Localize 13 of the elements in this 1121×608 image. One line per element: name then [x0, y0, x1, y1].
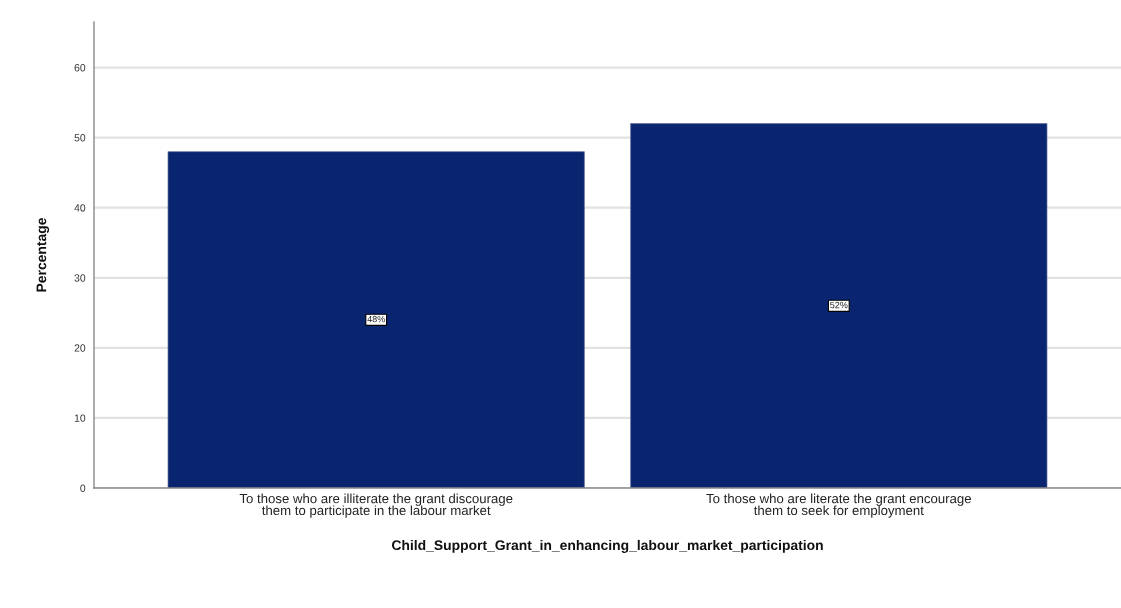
- y-tick-label: 20: [74, 344, 86, 352]
- x-axis-title: Child_Support_Grant_in_enhancing_labour_market_participation: [391, 539, 823, 553]
- y-tick-label: 0: [80, 484, 86, 492]
- x-tick-label: To those who are literate the grant encourage them to seek for employment: [706, 493, 971, 518]
- y-tick-label: 30: [74, 274, 86, 282]
- y-tick-label: 60: [74, 64, 86, 72]
- y-axis-title: Percentage: [36, 218, 50, 292]
- y-tick-label: 10: [74, 414, 86, 422]
- data-label: 52%: [830, 301, 848, 309]
- data-label: 48%: [367, 315, 385, 323]
- y-tick-label: 40: [74, 204, 86, 212]
- x-tick-label: To those who are illiterate the grant discourage them to participate in the labour market: [239, 493, 513, 518]
- y-tick-label: 50: [74, 134, 86, 142]
